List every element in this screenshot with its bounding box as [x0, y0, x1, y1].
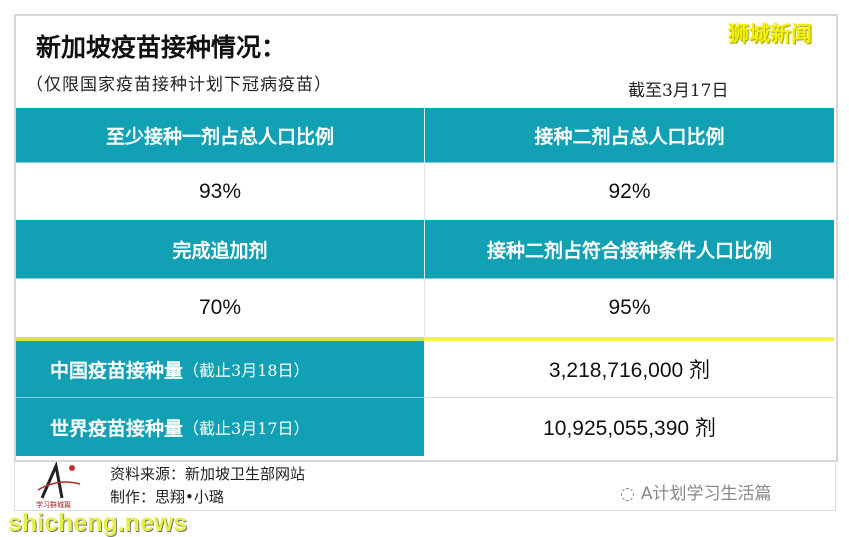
stat-value: 93% [16, 162, 424, 220]
total-label-world: 世界疫苗接种量 （截止3月17日） [16, 398, 424, 456]
total-date-note: （截止3月17日） [183, 419, 310, 438]
stat-label: 接种二剂占总人口比例 [425, 108, 834, 162]
total-value: 10,925,055,390 剂 [425, 398, 834, 456]
total-label: 中国疫苗接种量 [50, 359, 184, 382]
maker-credit: 制作：思翔•小璐 [110, 488, 224, 506]
wechat-account: ◌ A计划学习生活篇 [620, 484, 771, 504]
column-divider [424, 108, 425, 336]
total-value: 3,218,716,000 剂 [425, 341, 834, 398]
stat-value: 95% [425, 278, 834, 336]
yellow-divider [16, 337, 834, 341]
total-label-china: 中国疫苗接种量 （截止3月18日） [16, 341, 424, 398]
source-note: 资料来源：新加坡卫生部网站 [110, 465, 306, 483]
as-of-date: 截至3月17日 [628, 81, 729, 101]
total-date-note: （截止3月18日） [183, 361, 310, 380]
logo-text: 学习群城篇 [36, 500, 71, 509]
yellow-divider-left [16, 337, 424, 341]
footer [14, 460, 836, 511]
subtitle: （仅限国家疫苗接种计划下冠病疫苗） [26, 75, 332, 95]
page-title: 新加坡疫苗接种情况： [36, 33, 287, 62]
stat-label: 至少接种一剂占总人口比例 [16, 108, 424, 162]
stat-label: 完成追加剂 [16, 220, 424, 278]
stat-value: 70% [16, 278, 424, 336]
stat-label: 接种二剂占符合接种条件人口比例 [425, 220, 834, 278]
logo-icon: 学习群城篇 [36, 462, 81, 509]
wechat-icon: ◌ [620, 484, 635, 504]
total-label: 世界疫苗接种量 [50, 417, 184, 440]
brand-watermark: 狮城新闻 [728, 22, 812, 46]
wechat-account-name: A计划学习生活篇 [640, 484, 772, 504]
stat-value: 92% [425, 162, 834, 220]
site-watermark: shicheng.news [8, 509, 188, 537]
